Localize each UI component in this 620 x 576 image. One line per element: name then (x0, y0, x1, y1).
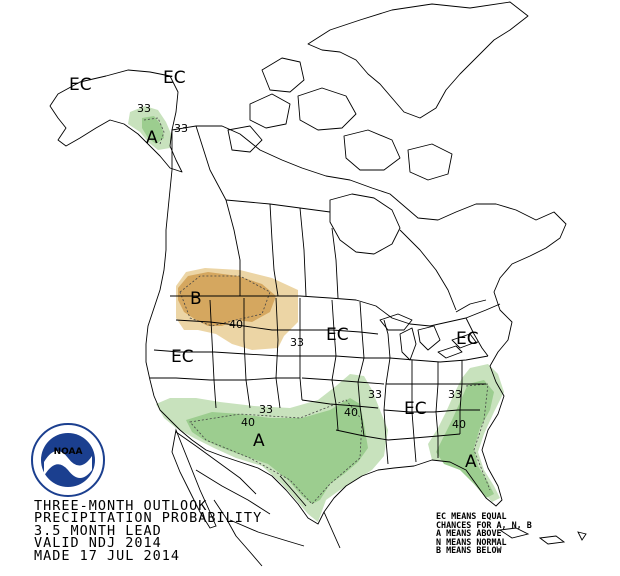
contour-label-southeast: 40 (452, 418, 466, 431)
contour-label-southwest-edge: 33 (259, 403, 273, 416)
contour-label-alaska-lower: 33 (174, 122, 188, 135)
region-label-a-southwest: A (253, 431, 265, 451)
southeast-40-isoline (465, 383, 491, 491)
title-line-5: MADE 17 JUL 2014 (34, 547, 181, 564)
legend-line-4: N MEANS NORMAL (436, 536, 507, 547)
region-label-ec-northeast: EC (456, 329, 479, 349)
legend-line-1: EC MEANS EQUAL (436, 511, 507, 521)
legend-block: EC MEANS EQUAL CHANCES FOR A, N, B A MEA… (436, 512, 532, 555)
noaa-logo-text: NOAA (54, 447, 83, 457)
region-label-ec-central: EC (326, 325, 349, 345)
title-line-2: PRECIPITATION PROBABILITY (34, 510, 263, 527)
contour-label-north-plains: 33 (290, 336, 304, 349)
contour-label-southeast-edge: 33 (448, 388, 462, 401)
contour-label-alaska-upper: 33 (137, 102, 151, 115)
legend-line-3: A MEANS ABOVE (436, 528, 502, 539)
outlook-title-block: THREE-MONTH OUTLOOK PRECIPITATION PROBAB… (34, 498, 263, 564)
region-label-ec-southeast: EC (404, 399, 427, 419)
legend-line-5: B MEANS BELOW (436, 545, 502, 556)
baja-california (171, 428, 217, 529)
region-label-b-northwest: B (190, 289, 202, 309)
contour-label-south-central: 40 (344, 406, 358, 419)
title-line-4: VALID NDJ 2014 (34, 535, 162, 552)
caribbean-islands (498, 527, 587, 545)
south-above-40-region (186, 398, 368, 504)
contour-label-south-central-edge: 33 (368, 388, 382, 401)
contour-label-northwest: 40 (229, 318, 243, 331)
legend-line-2: CHANCES FOR A, N, B (436, 519, 532, 530)
contour-label-southwest: 40 (241, 416, 255, 429)
region-label-a-florida: A (465, 452, 477, 472)
south-40-isoline (189, 399, 363, 505)
alaska-40-isoline (143, 117, 165, 145)
region-label-ec-west: EC (171, 347, 194, 367)
alaska-above-40-region (142, 116, 164, 144)
title-line-3: 3.5 MONTH LEAD (34, 522, 162, 539)
map-linework (49, 1, 567, 567)
northwest-below-40-region (178, 272, 276, 326)
southeast-above-40-region (436, 380, 494, 498)
region-label-ec-alaska-east: EC (163, 68, 186, 88)
noaa-logo-icon: NOAA (31, 423, 105, 497)
region-label-a-alaska: A (146, 128, 158, 148)
title-line-1: THREE-MONTH OUTLOOK (34, 498, 208, 514)
region-label-ec-alaska-west: EC (69, 75, 92, 95)
